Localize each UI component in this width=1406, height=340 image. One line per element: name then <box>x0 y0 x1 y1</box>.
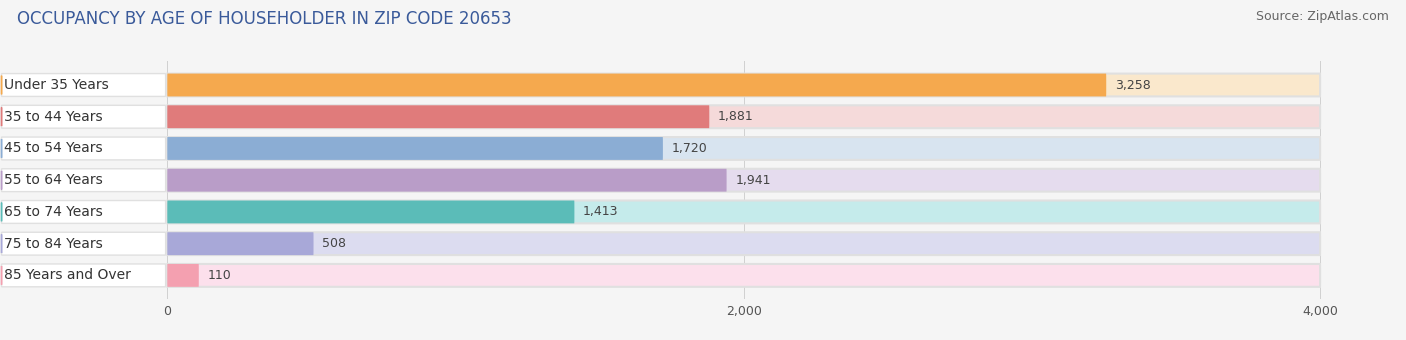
FancyBboxPatch shape <box>167 264 1320 287</box>
Text: 508: 508 <box>322 237 346 250</box>
Text: 1,413: 1,413 <box>583 205 619 218</box>
Text: 45 to 54 Years: 45 to 54 Years <box>4 141 103 155</box>
FancyBboxPatch shape <box>1 264 166 287</box>
FancyBboxPatch shape <box>167 137 1320 160</box>
Text: 75 to 84 Years: 75 to 84 Years <box>4 237 103 251</box>
FancyBboxPatch shape <box>1 73 166 97</box>
Text: Source: ZipAtlas.com: Source: ZipAtlas.com <box>1256 10 1389 23</box>
Text: 110: 110 <box>208 269 232 282</box>
FancyBboxPatch shape <box>167 73 1320 97</box>
Text: 1,881: 1,881 <box>718 110 754 123</box>
FancyBboxPatch shape <box>1 105 166 128</box>
FancyBboxPatch shape <box>1 201 166 223</box>
Text: 55 to 64 Years: 55 to 64 Years <box>4 173 103 187</box>
FancyBboxPatch shape <box>1 232 166 255</box>
FancyBboxPatch shape <box>167 137 662 160</box>
Text: 85 Years and Over: 85 Years and Over <box>4 268 131 283</box>
FancyBboxPatch shape <box>167 105 709 128</box>
FancyBboxPatch shape <box>167 264 198 287</box>
Text: OCCUPANCY BY AGE OF HOUSEHOLDER IN ZIP CODE 20653: OCCUPANCY BY AGE OF HOUSEHOLDER IN ZIP C… <box>17 10 512 28</box>
FancyBboxPatch shape <box>1 169 166 192</box>
FancyBboxPatch shape <box>167 232 314 255</box>
FancyBboxPatch shape <box>167 105 1320 128</box>
FancyBboxPatch shape <box>167 201 575 223</box>
Text: 1,720: 1,720 <box>672 142 707 155</box>
FancyBboxPatch shape <box>167 232 1320 255</box>
FancyBboxPatch shape <box>1 137 166 160</box>
Text: 65 to 74 Years: 65 to 74 Years <box>4 205 103 219</box>
Text: Under 35 Years: Under 35 Years <box>4 78 108 92</box>
Text: 3,258: 3,258 <box>1115 79 1150 91</box>
Text: 1,941: 1,941 <box>735 174 770 187</box>
FancyBboxPatch shape <box>167 73 1107 97</box>
FancyBboxPatch shape <box>167 169 1320 192</box>
FancyBboxPatch shape <box>167 169 727 192</box>
Text: 35 to 44 Years: 35 to 44 Years <box>4 110 103 124</box>
FancyBboxPatch shape <box>167 201 1320 223</box>
